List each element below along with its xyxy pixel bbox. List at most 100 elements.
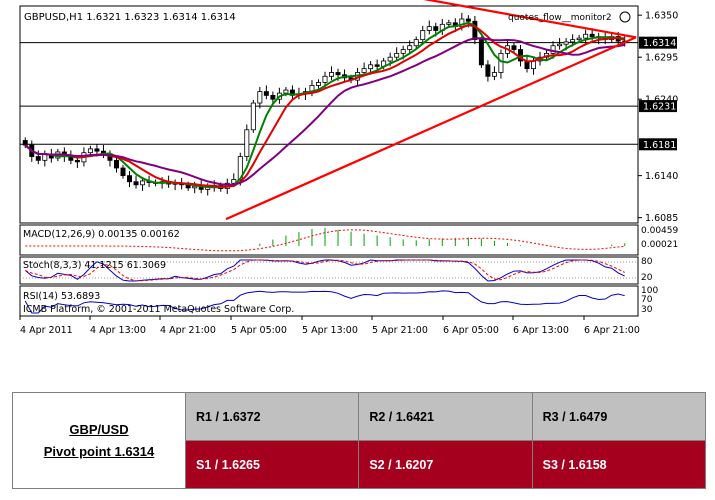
candle-body [557, 43, 563, 47]
candle-body [563, 41, 569, 45]
rsi-scale-mid: 70 [641, 295, 653, 305]
candle-body [576, 37, 582, 41]
stoch-scale-bottom: 20 [641, 273, 653, 283]
candle-body [250, 102, 256, 131]
rsi-panel [19, 285, 639, 317]
price-level-box [639, 100, 677, 113]
rsi-line [24, 290, 625, 314]
stoch-scale-top: 80 [641, 257, 653, 267]
pivot-point: Pivot point 1.6314 [43, 443, 155, 459]
candle-body [140, 180, 146, 186]
ma-green-line [24, 21, 625, 189]
pair-cell: GBP/USD Pivot point 1.6314 [12, 392, 186, 489]
candle-body [407, 45, 413, 50]
candle-body [133, 181, 139, 186]
forex-chart: GBPUSD,H1 1.6321 1.6323 1.6314 1.6314 qu… [19, 0, 679, 336]
pivot-table: GBP/USD Pivot point 1.6314 R1 / 1.6372 R… [12, 392, 707, 489]
candle-body [498, 52, 504, 73]
s2-cell: S2 / 1.6207 [358, 440, 533, 489]
macd-scale-bottom: 0.00021 [641, 240, 678, 250]
price-level-box [639, 36, 677, 49]
macd-scale-top: 0.00459 [641, 226, 678, 236]
candle-body [329, 72, 335, 77]
resistance-trendline [423, 0, 637, 39]
candle-body [315, 82, 321, 86]
r2-cell: R2 / 1.6421 [358, 392, 533, 441]
candle-body [583, 33, 589, 39]
candle-body [589, 33, 595, 37]
candle-body [478, 39, 484, 66]
candle-body [283, 89, 289, 94]
candle-body [270, 94, 276, 100]
ma-purple-line [24, 37, 625, 186]
candle-body [94, 148, 100, 152]
time-tick-label: 5 Apr 21:00 [372, 325, 428, 336]
candle-body [413, 39, 419, 47]
time-tick-label: 5 Apr 05:00 [231, 325, 287, 336]
pair-name: GBP/USD [69, 421, 129, 437]
time-tick-label: 5 Apr 13:00 [302, 325, 358, 336]
candle-body [511, 45, 517, 50]
candle-body [433, 26, 439, 31]
candle-body [322, 75, 328, 83]
candle-body [465, 18, 471, 22]
time-tick-label: 6 Apr 13:00 [513, 325, 569, 336]
candle-body [127, 175, 133, 183]
candle-body [374, 64, 380, 67]
price-tick-label: 1.6085 [645, 213, 678, 224]
candle-body [368, 64, 374, 70]
candle-body [387, 56, 393, 62]
candle-body [426, 26, 432, 31]
candle-body [87, 148, 93, 154]
candle-body [192, 185, 198, 189]
price-tick-label: 1.6295 [645, 53, 678, 64]
price-level-label: 1.6181 [643, 140, 676, 151]
time-tick-label: 4 Apr 13:00 [90, 325, 146, 336]
watermark: quotes_flow__monitor2 [508, 13, 612, 23]
candle-body [446, 22, 452, 25]
candle-body [361, 68, 367, 73]
symbol-header: GBPUSD,H1 1.6321 1.6323 1.6314 1.6314 [24, 12, 236, 23]
candle-body [491, 72, 497, 77]
price-level-label: 1.6231 [643, 102, 676, 113]
candle-body [485, 64, 491, 77]
support-trendline [225, 36, 637, 221]
r3-cell: R3 / 1.6479 [531, 392, 707, 441]
copyright-text: ICMB Platform, © 2001-2011 MetaQuotes So… [23, 304, 294, 315]
candle-body [394, 52, 400, 58]
time-tick-label: 4 Apr 21:00 [160, 325, 216, 336]
candle-body [263, 91, 269, 96]
ma-red-line [24, 24, 625, 188]
candle-body [244, 129, 250, 157]
candle-body [113, 159, 119, 169]
candle-body [400, 49, 406, 54]
price-panel [19, 5, 639, 224]
time-tick-label: 6 Apr 05:00 [443, 325, 499, 336]
r1-cell: R1 / 1.6372 [184, 392, 360, 441]
rsi-label: RSI(14) 53.6893 [23, 291, 100, 302]
candle-body [531, 60, 537, 70]
price-tick-label: 1.6140 [645, 171, 678, 182]
candle-body [120, 167, 126, 177]
candle-body [22, 140, 28, 146]
candle-body [335, 72, 341, 76]
indicator-icon [619, 11, 631, 23]
price-tick-label: 1.6350 [645, 11, 678, 22]
time-tick-label: 6 Apr 21:00 [584, 325, 640, 336]
rsi-scale-bottom: 30 [641, 305, 653, 315]
price-level-box [639, 138, 677, 151]
macd-panel [19, 224, 639, 256]
candle-body [472, 20, 478, 41]
rsi-scale-top: 100 [641, 286, 658, 296]
s3-cell: S3 / 1.6158 [531, 440, 707, 489]
stoch-label: Stoch(8,3,3) 41.1215 61.3069 [23, 260, 166, 271]
candle-body [257, 91, 263, 104]
price-level-label: 1.6314 [643, 38, 676, 49]
candle-body [231, 179, 237, 184]
s1-cell: S1 / 1.6265 [184, 440, 360, 489]
candle-body [570, 39, 576, 43]
stoch-signal-line [25, 259, 625, 282]
candle-body [420, 30, 426, 41]
macd-signal-line [25, 229, 625, 252]
macd-label: MACD(12,26,9) 0.00135 0.00162 [23, 229, 180, 240]
